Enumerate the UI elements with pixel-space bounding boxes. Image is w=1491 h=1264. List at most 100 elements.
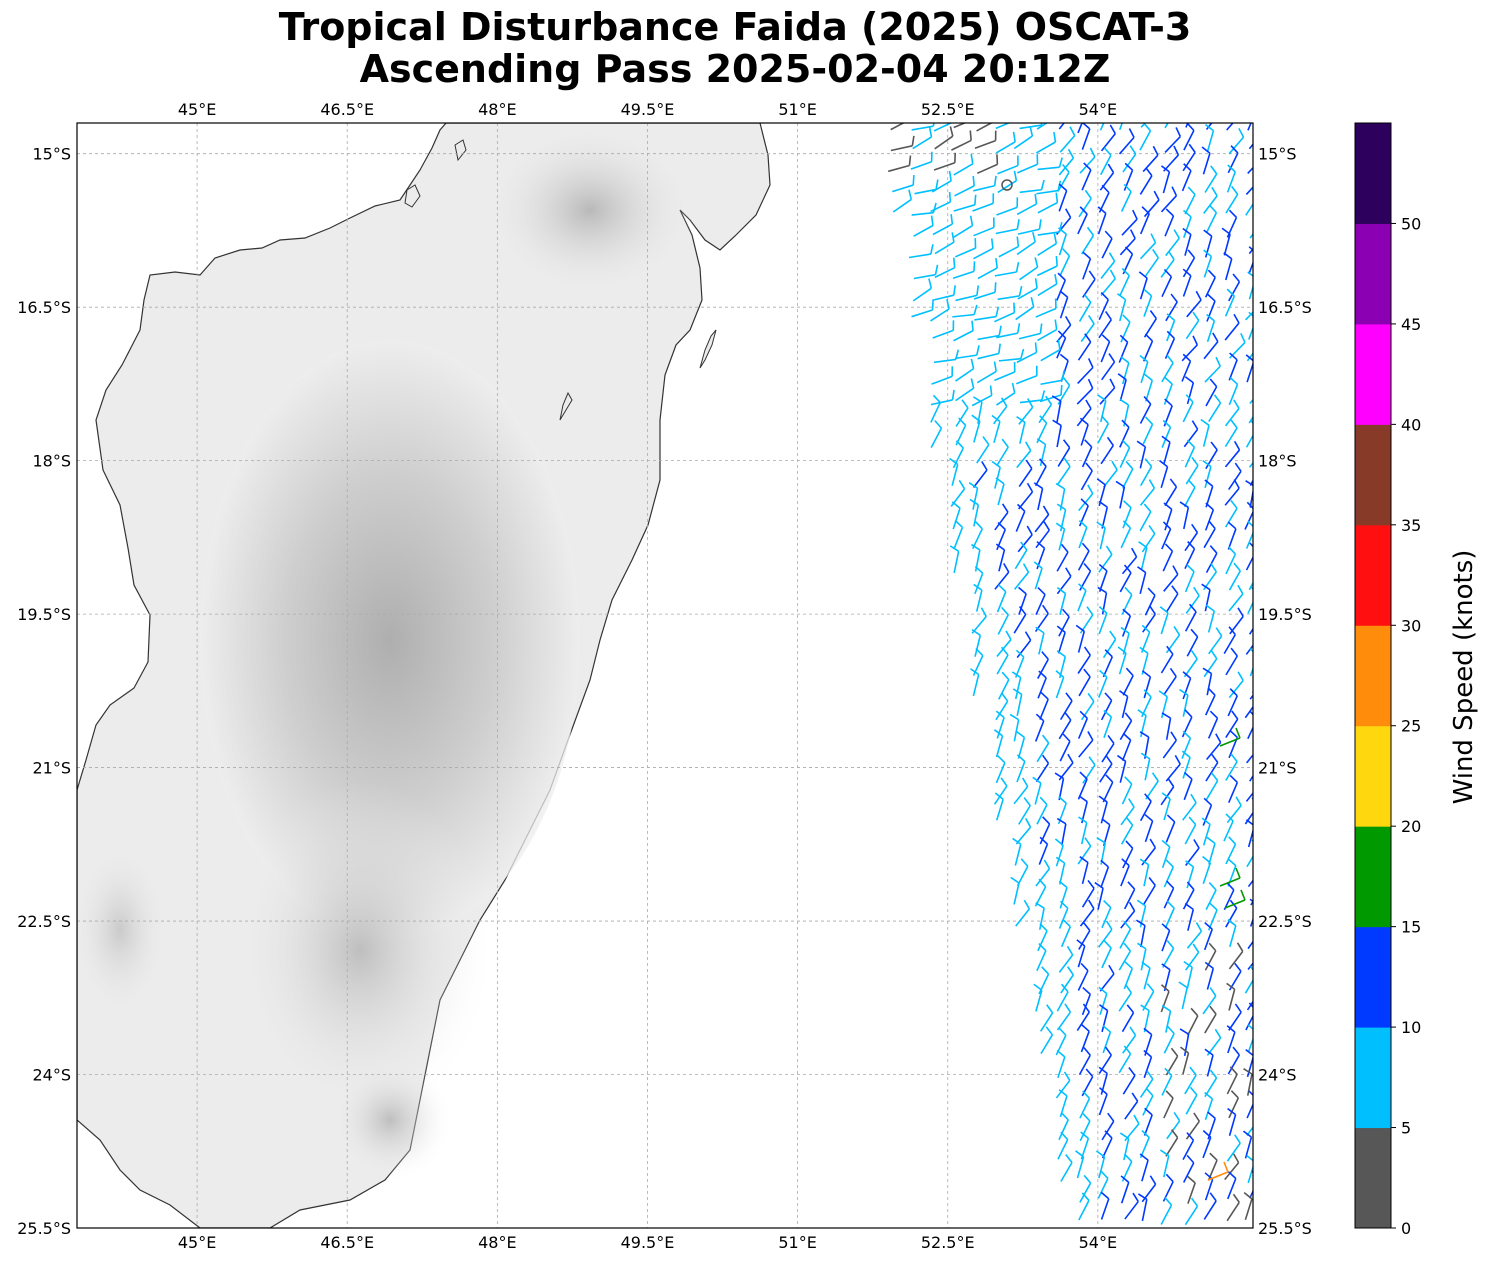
wind-barb bbox=[1015, 899, 1031, 927]
wind-barb bbox=[1058, 945, 1074, 973]
wind-barb bbox=[1161, 839, 1171, 868]
wind-barb bbox=[1018, 323, 1043, 340]
wind-barb bbox=[1203, 249, 1213, 278]
wind-barb bbox=[1249, 398, 1253, 404]
wind-barb bbox=[1098, 545, 1113, 573]
wind-barb bbox=[998, 236, 1020, 258]
wind-barb bbox=[1159, 459, 1169, 489]
wind-barb bbox=[1052, 419, 1062, 448]
wind-barb bbox=[1081, 986, 1091, 1016]
wind-barb bbox=[1203, 520, 1216, 549]
wind-barb bbox=[1016, 858, 1029, 887]
wind-barb bbox=[1058, 183, 1068, 212]
wind-barb bbox=[1033, 482, 1044, 511]
wind-barb bbox=[995, 543, 1006, 572]
lat-tick-right: 15°S bbox=[1258, 145, 1297, 164]
wind-barb bbox=[890, 135, 915, 152]
wind-barb bbox=[1163, 667, 1177, 696]
gridlines bbox=[77, 123, 1253, 1228]
wind-barb bbox=[1182, 227, 1192, 256]
wind-barb bbox=[1099, 755, 1113, 783]
lat-tick-right: 24°S bbox=[1258, 1066, 1297, 1085]
lat-tick-right: 18°S bbox=[1258, 452, 1297, 471]
wind-barb bbox=[933, 349, 960, 364]
wind-barb bbox=[1227, 1107, 1237, 1136]
wind-barb bbox=[1202, 855, 1212, 884]
wind-barb bbox=[1081, 162, 1092, 191]
wind-barb bbox=[1101, 940, 1112, 969]
wind-barb bbox=[1100, 692, 1113, 721]
wind-barb bbox=[1013, 777, 1029, 805]
wind-barb bbox=[949, 545, 960, 574]
wind-barb bbox=[1139, 1129, 1150, 1159]
lat-tick-left: 19.5°S bbox=[17, 605, 71, 624]
wind-barb bbox=[1036, 438, 1047, 467]
wind-barb bbox=[1100, 1191, 1110, 1220]
wind-barb bbox=[1206, 293, 1216, 322]
wind-barb bbox=[1035, 902, 1045, 930]
wind-barb bbox=[1014, 649, 1025, 678]
wind-barb bbox=[1075, 1150, 1085, 1179]
wind-barb bbox=[1201, 817, 1211, 846]
wind-barb bbox=[1115, 480, 1126, 509]
wind-barb bbox=[1205, 441, 1218, 470]
wind-barb bbox=[1120, 1175, 1130, 1204]
wind-barb bbox=[1101, 734, 1115, 763]
wind-barb bbox=[911, 202, 937, 216]
wind-barb bbox=[1248, 247, 1253, 255]
wind-barb bbox=[1057, 1131, 1069, 1160]
wind-barb bbox=[1185, 456, 1199, 485]
lon-tick-bottom: 45°E bbox=[178, 1233, 216, 1252]
wind-barb bbox=[972, 193, 995, 212]
wind-barb bbox=[1098, 500, 1109, 529]
wind-barb bbox=[1058, 608, 1070, 637]
wind-barb bbox=[994, 792, 1004, 821]
wind-barb bbox=[1247, 166, 1253, 174]
wind-barb bbox=[1117, 646, 1127, 675]
wind-barb bbox=[1014, 541, 1028, 570]
lat-tick-left: 15°S bbox=[32, 145, 71, 164]
wind-barb bbox=[1223, 626, 1236, 655]
wind-barb bbox=[1124, 1192, 1139, 1220]
wind-barb bbox=[1079, 147, 1096, 174]
wind-barb bbox=[996, 584, 1007, 613]
wind-barb bbox=[1204, 961, 1215, 990]
wind-barb bbox=[1040, 339, 1061, 362]
wind-barb bbox=[1225, 710, 1239, 739]
wind-barb bbox=[1138, 541, 1148, 570]
wind-barb bbox=[1139, 206, 1150, 235]
wind-barb bbox=[930, 389, 955, 406]
wind-barb bbox=[955, 285, 980, 302]
wind-barb bbox=[1223, 882, 1235, 911]
wind-barb bbox=[934, 257, 956, 279]
wind-barb bbox=[1055, 856, 1066, 885]
wind-barb bbox=[1249, 648, 1253, 677]
wind-barb bbox=[1097, 669, 1108, 698]
wind-barb bbox=[1060, 966, 1074, 994]
wind-barb bbox=[1078, 189, 1092, 218]
wind-barb bbox=[1164, 478, 1178, 507]
lon-tick-bottom: 48°E bbox=[478, 1233, 516, 1252]
wind-barb bbox=[1205, 882, 1217, 911]
lon-tick-top: 51°E bbox=[778, 100, 816, 119]
wind-barb bbox=[1078, 816, 1088, 845]
lat-tick-left: 22.5°S bbox=[17, 912, 71, 931]
wind-barb bbox=[996, 382, 1016, 406]
lon-tick-top: 52.5°E bbox=[921, 100, 975, 119]
wind-barb bbox=[1160, 250, 1175, 278]
wind-barb bbox=[1118, 942, 1132, 971]
wind-barb bbox=[1019, 179, 1045, 194]
wind-barb bbox=[1163, 502, 1173, 531]
wind-barb bbox=[1183, 479, 1196, 508]
wind-barb bbox=[1139, 503, 1152, 532]
wind-barb bbox=[1160, 984, 1170, 1013]
wind-barb bbox=[993, 777, 1008, 805]
lat-tick-left: 25.5°S bbox=[17, 1219, 71, 1238]
wind-barb bbox=[1120, 314, 1131, 343]
wind-barb bbox=[1161, 435, 1171, 464]
wind-barb bbox=[1226, 1025, 1236, 1054]
wind-barb bbox=[1034, 713, 1045, 742]
colorbar-tick-label: 40 bbox=[1401, 415, 1421, 434]
wind-barb bbox=[1054, 838, 1064, 867]
wind-barb bbox=[1098, 1046, 1112, 1074]
